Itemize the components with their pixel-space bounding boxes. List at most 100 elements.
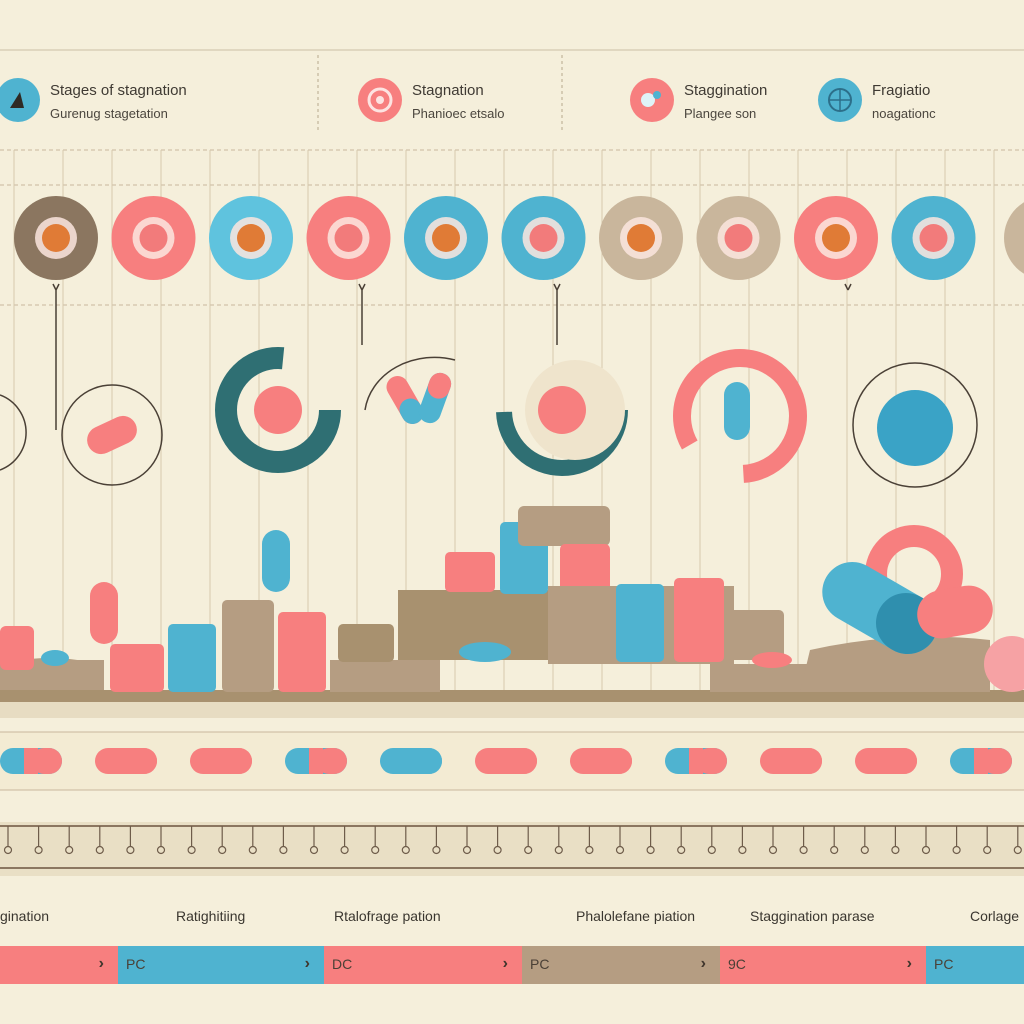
blue-pill-disc-icon [306,196,391,280]
up-arrow-3 [553,283,561,345]
pill-capsule [0,748,62,774]
molecule-icon [209,196,293,280]
code-cell-5[interactable]: 9C › [720,946,926,984]
stethoscope-icon [696,196,781,280]
legend-subtitle-2: Phanioec etsalo [412,106,505,121]
legend-title-4: Fragiatio [872,82,931,99]
stage-label-3: Rtalofrage pation [334,908,441,924]
capsule-pair [364,356,456,424]
pill-capsule [760,748,822,774]
ruler-tick-dot [983,845,992,855]
code-text-5: 9C [728,956,746,972]
cylinder-tan-3 [726,610,784,660]
cycle-ring-3 [852,362,978,488]
code-text-2: PC [126,956,146,972]
ruler-tick-dot [707,845,716,855]
ruler-tick-dot [768,845,778,855]
ruler-tick-dot [830,845,839,855]
ruler-tick-dot [218,845,227,855]
ruler-tick-dot [279,845,288,855]
chevron-right-icon: › [304,955,310,972]
donut-core-2 [538,386,586,434]
pill-capsule [190,748,252,774]
pill-capsule [285,748,347,774]
lungs-icon [111,196,196,280]
chevron-right-icon: › [700,955,706,972]
ruler-tick-dot [646,845,655,855]
pink-tablet [984,636,1024,692]
pink-ring-capsule [724,382,750,440]
pill-capsule [950,748,1012,774]
legend-title-3: Staggination [684,82,768,99]
cylinder-pink-2 [110,644,164,692]
floating-capsule-2 [90,582,118,644]
ruler-tick-dot [187,845,196,855]
cycle-partial-left [0,394,27,471]
legend-subtitle-4: noagationc [872,106,936,121]
donut-ring-1 [215,347,341,473]
cylinder-pink-1 [0,626,34,670]
ruler-tick-dot [432,845,441,855]
pink-ring [673,349,807,483]
pink-bulb-icon [501,196,586,280]
orange-cell-icon [14,196,98,280]
ruler-tick-dot [156,845,166,855]
cycle-ring-1 [61,384,163,486]
dot-icon [630,78,674,122]
cylinder-tan-2 [338,624,394,662]
cycle-row [0,344,978,488]
pill-capsule [570,748,632,774]
chevron-right-icon: › [502,955,508,972]
ruler-tick-dot [340,845,349,855]
legend-subtitle-1: Gurenug stagetation [50,106,168,121]
ruler-tick-dot [860,845,869,855]
cylinder-tan-1 [222,600,274,692]
code-cell-6[interactable]: PC [926,946,1024,984]
ruler-tick-dot [95,845,104,855]
ruler-tick-dot [799,845,808,855]
flower-cell-icon [891,196,976,280]
code-cell-3[interactable]: DC › [324,946,522,984]
ruler-tick-dot [34,845,43,855]
blue-ball [877,390,953,466]
legend-subtitle-3: Plangee son [684,106,757,121]
platform-base [0,690,1024,702]
small-pill-1 [41,650,69,666]
pill-capsule [855,748,917,774]
ruler-tick-dot [309,845,319,855]
big-slab [800,636,990,692]
pill-capsule [475,748,537,774]
pink-blob-icon [404,196,488,280]
floating-capsule-1 [262,530,290,592]
ruler-tick-dot [3,845,13,855]
ruler-ticks [3,826,1022,855]
cycle-pill-1 [87,415,137,455]
tier-low [330,660,440,692]
ruler-tick-dot [952,845,961,855]
ruler-tick-dot [524,845,533,855]
code-cell-2[interactable]: PC › [118,946,324,984]
cylinder-pink-4 [445,552,495,592]
ruler-tick-dot [401,845,410,855]
ruler-tick-dot [1013,845,1022,855]
code-cell-4[interactable]: PC › [522,946,720,984]
ruler-tick-dot [65,845,74,855]
code-text-6: PC [934,956,954,972]
up-arrow-4 [844,283,852,291]
stage-label-1: gination [0,908,50,924]
ruler-tick-dot [615,845,625,855]
pill-capsule [665,748,727,774]
tan-sphere-icon [599,196,683,280]
ruler-tick-dot [248,845,257,855]
ruler-tick-dot [126,845,135,855]
stage-icon-row [14,196,1024,280]
ruler-tick-dot [921,845,931,855]
pill-capsule [380,748,442,774]
up-arrow-2 [358,283,366,345]
pill-row [0,748,1012,774]
edge-icon [1004,202,1024,274]
code-cell-1[interactable]: › [0,946,118,984]
up-arrow-1 [52,283,60,430]
ruler-tick-dot [677,845,686,855]
